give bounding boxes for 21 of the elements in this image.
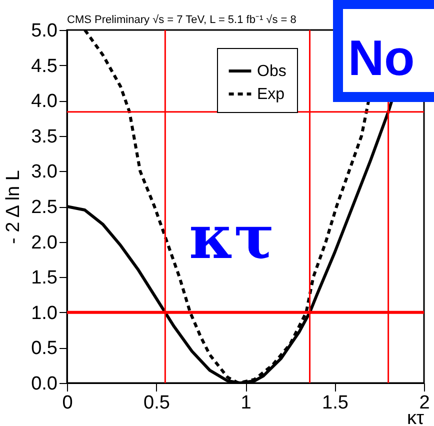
annotation: κτ xyxy=(189,203,274,273)
legend-label: Obs xyxy=(257,63,286,80)
y-tick-label: 0.5 xyxy=(31,338,58,360)
y-tick-label: 2.0 xyxy=(31,232,58,254)
y-tick-label: 1.5 xyxy=(31,268,58,289)
y-tick-label: 1.0 xyxy=(31,302,58,324)
legend-label: Exp xyxy=(257,86,285,103)
y-tick-label: 4.0 xyxy=(31,91,58,112)
chart-title: CMS Preliminary √s = 7 TeV, L = 5.1 fb⁻¹ √s = 8 xyxy=(67,14,296,26)
y-tick-label: 0.0 xyxy=(31,374,58,394)
x-tick-label: 0 xyxy=(62,392,73,414)
annotation: No xyxy=(348,30,415,86)
y-axis-title: - 2 Δ ln L xyxy=(3,170,24,244)
y-tick-label: 3.5 xyxy=(31,126,58,148)
x-tick-label: 1 xyxy=(240,392,252,414)
y-tick-label: 5.0 xyxy=(31,20,58,42)
y-tick-label: 4.5 xyxy=(31,56,58,77)
x-tick-label: 1.5 xyxy=(322,392,348,414)
x-tick-label: 0.5 xyxy=(144,392,170,414)
y-tick-label: 2.5 xyxy=(31,197,58,218)
y-tick-label: 3.0 xyxy=(31,162,58,183)
